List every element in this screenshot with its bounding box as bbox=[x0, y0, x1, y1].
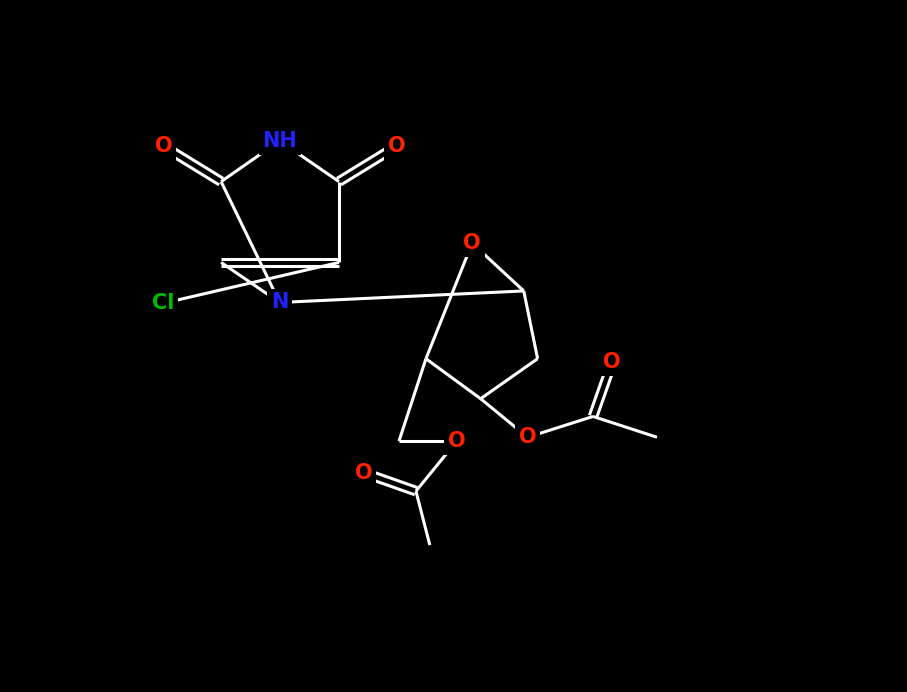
Text: O: O bbox=[355, 463, 373, 482]
Text: O: O bbox=[154, 136, 172, 156]
Text: O: O bbox=[448, 431, 465, 451]
Text: O: O bbox=[519, 427, 536, 447]
Text: O: O bbox=[388, 136, 405, 156]
Text: N: N bbox=[271, 293, 288, 313]
Text: Cl: Cl bbox=[152, 293, 174, 313]
Text: O: O bbox=[463, 233, 481, 253]
Text: O: O bbox=[603, 352, 621, 372]
Text: NH: NH bbox=[262, 131, 297, 151]
